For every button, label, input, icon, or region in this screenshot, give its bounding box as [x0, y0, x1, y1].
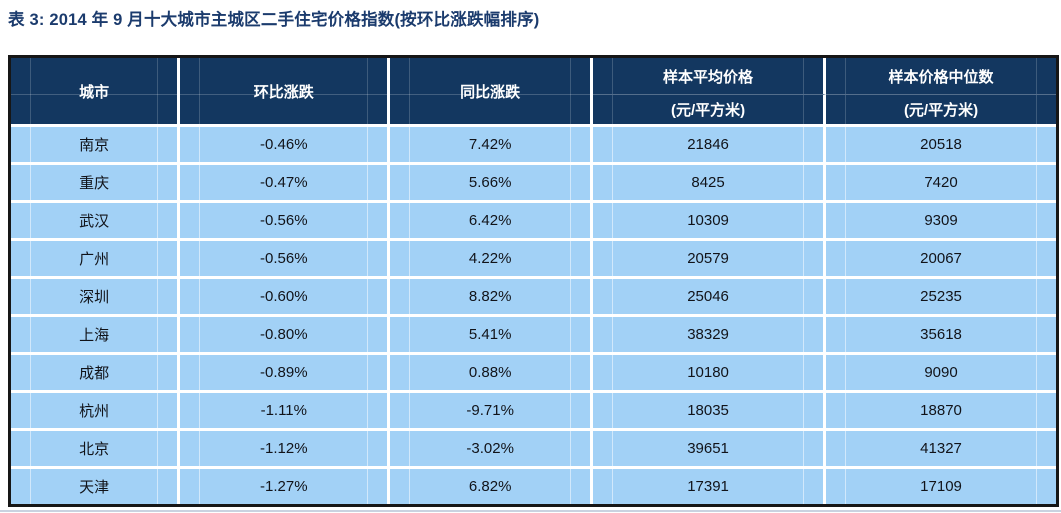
- cell-median-price: 20067: [826, 241, 1056, 279]
- cell-median-price: 9309: [826, 203, 1056, 241]
- page-bottom-rule: [0, 510, 1061, 512]
- table-title: 表 3: 2014 年 9 月十大城市主城区二手住宅价格指数(按环比涨跌幅排序): [8, 11, 540, 29]
- cell-city: 广州: [11, 241, 181, 279]
- table-row: 上海 -0.80% 5.41% 38329 35618: [11, 317, 1056, 355]
- cell-city: 深圳: [11, 279, 181, 317]
- cell-city: 北京: [11, 431, 181, 469]
- header-row-units: (元/平方米) (元/平方米): [11, 95, 1056, 127]
- cell-yoy-change: 4.22%: [390, 241, 594, 279]
- cell-mom-change: -0.46%: [180, 127, 391, 165]
- cell-mom-change: -1.27%: [180, 469, 391, 504]
- cell-avg-price: 17391: [593, 469, 827, 504]
- cell-mom-change: -0.80%: [180, 317, 391, 355]
- cell-avg-price: 20579: [593, 241, 827, 279]
- cell-median-price: 35618: [826, 317, 1056, 355]
- table-row: 南京 -0.46% 7.42% 21846 20518: [11, 127, 1056, 165]
- cell-median-price: 20518: [826, 127, 1056, 165]
- cell-city: 杭州: [11, 393, 181, 431]
- cell-avg-price: 39651: [593, 431, 827, 469]
- cell-mom-change: -0.56%: [180, 203, 391, 241]
- cell-city: 武汉: [11, 203, 181, 241]
- cell-mom-change: -1.11%: [180, 393, 391, 431]
- table-row: 深圳 -0.60% 8.82% 25046 25235: [11, 279, 1056, 317]
- cell-mom-change: -0.89%: [180, 355, 391, 393]
- cell-yoy-change: -9.71%: [390, 393, 594, 431]
- col-header-mom-change: 环比涨跌: [180, 58, 391, 127]
- cell-avg-price: 25046: [593, 279, 827, 317]
- col-header-avg-price-unit: (元/平方米): [593, 95, 827, 127]
- cell-mom-change: -0.47%: [180, 165, 391, 203]
- table-header: 城市 环比涨跌 同比涨跌 样本平均价格 样本价格中位数 (元/平方米) (元/平…: [11, 58, 1056, 127]
- header-row-main: 城市 环比涨跌 同比涨跌 样本平均价格 样本价格中位数: [11, 58, 1056, 127]
- col-header-yoy-change: 同比涨跌: [390, 58, 594, 127]
- table-row: 天津 -1.27% 6.82% 17391 17109: [11, 469, 1056, 504]
- price-index-table: 城市 环比涨跌 同比涨跌 样本平均价格 样本价格中位数 (元/平方米) (元/平…: [11, 58, 1056, 504]
- cell-yoy-change: -3.02%: [390, 431, 594, 469]
- col-header-median-price: 样本价格中位数: [826, 58, 1056, 95]
- cell-median-price: 18870: [826, 393, 1056, 431]
- cell-avg-price: 38329: [593, 317, 827, 355]
- table-row: 重庆 -0.47% 5.66% 8425 7420: [11, 165, 1056, 203]
- cell-yoy-change: 5.66%: [390, 165, 594, 203]
- cell-yoy-change: 6.82%: [390, 469, 594, 504]
- cell-median-price: 9090: [826, 355, 1056, 393]
- cell-mom-change: -0.60%: [180, 279, 391, 317]
- cell-avg-price: 10180: [593, 355, 827, 393]
- cell-avg-price: 10309: [593, 203, 827, 241]
- table-frame: 城市 环比涨跌 同比涨跌 样本平均价格 样本价格中位数 (元/平方米) (元/平…: [8, 55, 1059, 507]
- cell-median-price: 25235: [826, 279, 1056, 317]
- cell-median-price: 7420: [826, 165, 1056, 203]
- cell-city: 重庆: [11, 165, 181, 203]
- cell-yoy-change: 7.42%: [390, 127, 594, 165]
- cell-avg-price: 8425: [593, 165, 827, 203]
- cell-median-price: 17109: [826, 469, 1056, 504]
- col-header-avg-price: 样本平均价格: [593, 58, 827, 95]
- cell-median-price: 41327: [826, 431, 1056, 469]
- cell-mom-change: -0.56%: [180, 241, 391, 279]
- cell-city: 南京: [11, 127, 181, 165]
- table-row: 北京 -1.12% -3.02% 39651 41327: [11, 431, 1056, 469]
- cell-yoy-change: 0.88%: [390, 355, 594, 393]
- col-header-city: 城市: [11, 58, 181, 127]
- cell-yoy-change: 6.42%: [390, 203, 594, 241]
- table-body: 南京 -0.46% 7.42% 21846 20518 重庆 -0.47% 5.…: [11, 127, 1056, 504]
- cell-yoy-change: 8.82%: [390, 279, 594, 317]
- cell-avg-price: 18035: [593, 393, 827, 431]
- cell-city: 上海: [11, 317, 181, 355]
- col-header-median-price-unit: (元/平方米): [826, 95, 1056, 127]
- cell-yoy-change: 5.41%: [390, 317, 594, 355]
- table-row: 武汉 -0.56% 6.42% 10309 9309: [11, 203, 1056, 241]
- cell-avg-price: 21846: [593, 127, 827, 165]
- cell-mom-change: -1.12%: [180, 431, 391, 469]
- cell-city: 天津: [11, 469, 181, 504]
- table-row: 广州 -0.56% 4.22% 20579 20067: [11, 241, 1056, 279]
- cell-city: 成都: [11, 355, 181, 393]
- table-row: 成都 -0.89% 0.88% 10180 9090: [11, 355, 1056, 393]
- table-row: 杭州 -1.11% -9.71% 18035 18870: [11, 393, 1056, 431]
